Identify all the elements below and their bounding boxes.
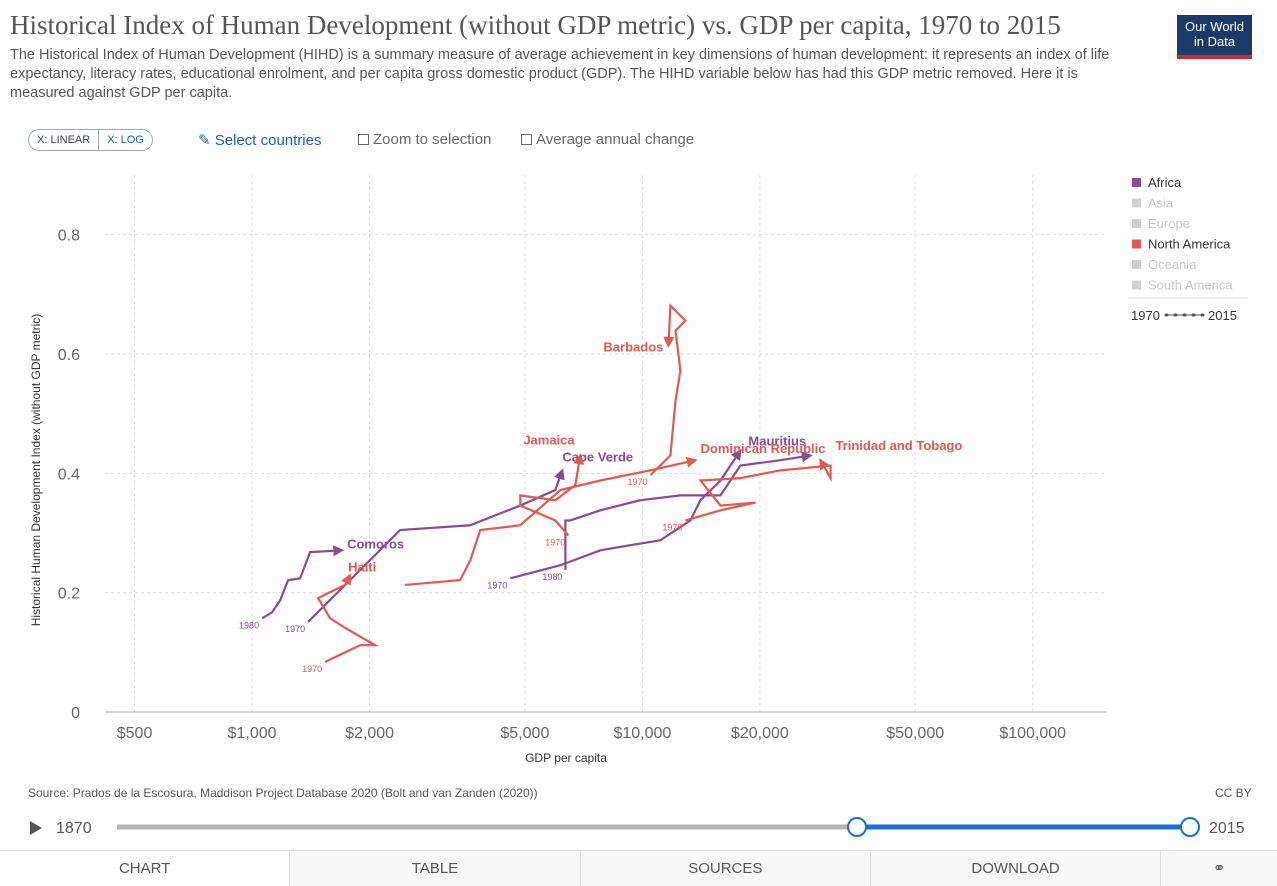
start-label: 1970 — [487, 580, 507, 590]
series-label: Haiti — [348, 559, 376, 574]
start-label: 1980 — [542, 572, 562, 582]
tabs: CHART TABLE SOURCES DOWNLOAD ⚭ — [0, 850, 1277, 886]
toggle-option[interactable]: X: LINEAR — [37, 134, 91, 146]
timeline-handle[interactable] — [847, 817, 867, 837]
x-axis-label: GDP per capita — [525, 751, 607, 765]
legend-swatch — [1132, 198, 1141, 208]
legend-label: Europe — [1148, 216, 1190, 231]
start-label: 1970 — [627, 477, 647, 487]
series-label: Dominican Republic — [701, 441, 826, 456]
legend-time-start: 1970 — [1131, 308, 1160, 323]
x-tick-label: $10,000 — [613, 725, 671, 742]
y-tick-label: 0.8 — [58, 228, 80, 245]
legend-time-end: 2015 — [1208, 308, 1237, 323]
logo[interactable]: Our World in Data — [1177, 15, 1252, 59]
logo-text: in Data — [1193, 34, 1236, 49]
timeline-end: 2015 — [1209, 820, 1245, 837]
x-tick-label: $5,000 — [500, 725, 549, 742]
series-label: Trinidad and Tobago — [835, 438, 962, 453]
chart: 0 0.2 0.4 0.6 0.8 $500 $1,000 $2,000 $5,000 $10,0… — [29, 175, 1248, 837]
logo-text: Our World — [1185, 19, 1244, 34]
series-line — [261, 545, 345, 620]
tab[interactable]: DOWNLOAD — [869, 851, 1161, 886]
tab[interactable]: SOURCES — [579, 851, 870, 886]
x-tick-label: $2,000 — [345, 725, 394, 742]
series-line — [519, 453, 585, 537]
legend-swatch — [1132, 239, 1141, 249]
subtitle: The Historical Index of Human Developmen… — [10, 47, 1110, 101]
x-tick-label: $1,000 — [228, 725, 277, 742]
series-label: Mauritius — [748, 434, 806, 449]
legend-label: Africa — [1148, 175, 1182, 190]
label: Select countries — [214, 132, 322, 149]
timeline-start: 1870 — [56, 820, 92, 837]
series-label: Barbados — [603, 340, 663, 355]
legend-label: Asia — [1148, 196, 1174, 211]
title: Historical Index of Human Development (w… — [10, 10, 1061, 40]
legend-swatch — [1132, 219, 1141, 228]
legend-swatch — [1132, 260, 1141, 269]
start-label: 1980 — [239, 620, 259, 630]
tab[interactable]: TABLE — [289, 851, 580, 886]
start-label: 1970 — [545, 537, 565, 547]
x-tick-label: $500 — [117, 725, 153, 742]
y-axis-label: Historical Human Development Index (with… — [29, 314, 43, 627]
legend-swatch — [1132, 178, 1141, 187]
x-tick-label: $20,000 — [731, 725, 789, 742]
y-tick-label: 0.2 — [58, 586, 80, 603]
y-tick-label: 0.6 — [58, 347, 80, 364]
legend-label: North America — [1148, 237, 1231, 252]
legend-label: South America — [1148, 278, 1233, 293]
tab[interactable]: ⚭ — [1160, 851, 1277, 886]
y-tick-label: 0.4 — [58, 466, 80, 483]
tab[interactable]: CHART — [0, 851, 290, 886]
change-checkbox[interactable]: Average annual change — [521, 131, 694, 148]
series-line — [307, 468, 565, 623]
series-line — [404, 456, 698, 587]
legend-label: Oceania — [1148, 257, 1197, 272]
x-tick-label: $50,000 — [886, 725, 944, 742]
play-button[interactable] — [30, 821, 42, 835]
series-line — [510, 448, 742, 580]
start-label: 1970 — [662, 522, 682, 532]
legend-swatch — [1132, 280, 1141, 290]
series-line — [685, 458, 832, 522]
label: Average annual change — [536, 131, 695, 148]
x-tick-label: $100,000 — [999, 725, 1066, 742]
series-line — [649, 303, 687, 476]
source: Source: Prados de la Escosura, Maddison … — [28, 786, 538, 800]
label: Zoom to selection — [373, 131, 492, 148]
timeline-handle[interactable] — [1180, 817, 1200, 837]
series-label: Cape Verde — [562, 449, 633, 464]
y-tick-label: 0 — [71, 705, 80, 722]
toggle-option[interactable]: X: LOG — [98, 130, 152, 150]
scale-toggle[interactable]: X: LINEAR X: LOG — [28, 129, 153, 151]
select-countries[interactable]: ✎ Select countries — [198, 132, 322, 149]
series-label: Comoros — [347, 536, 404, 551]
zoom-checkbox[interactable]: Zoom to selection — [358, 131, 491, 148]
series-line — [564, 451, 813, 570]
series-line — [316, 573, 380, 663]
start-label: 1970 — [302, 664, 322, 674]
series-label: Jamaica — [523, 432, 575, 447]
license: CC BY — [1215, 786, 1252, 800]
start-label: 1970 — [285, 624, 305, 634]
